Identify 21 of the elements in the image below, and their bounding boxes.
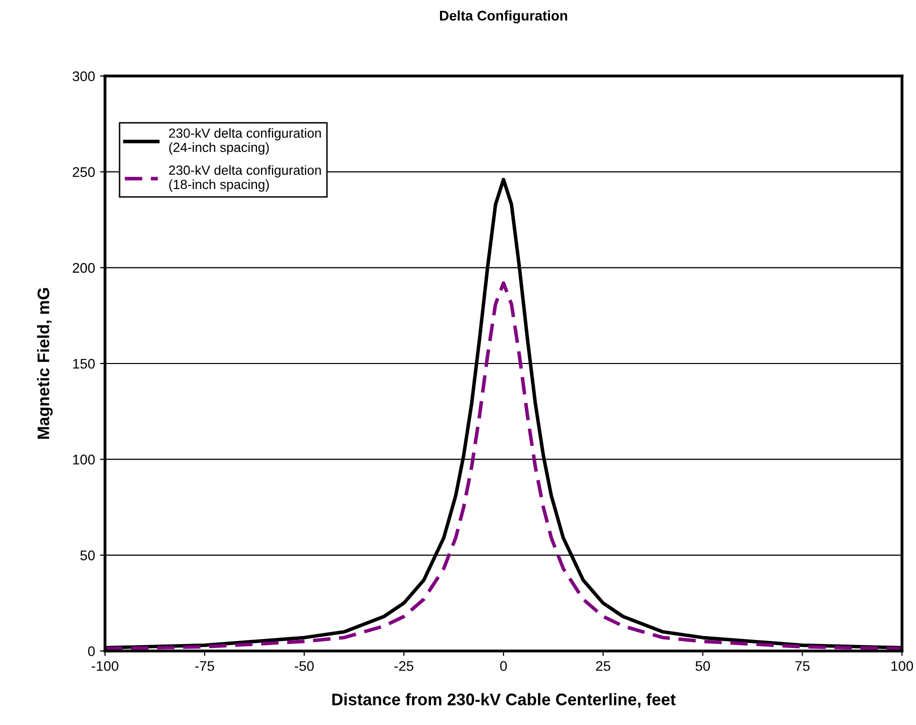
x-axis-title: Distance from 230-kV Cable Centerline, feet <box>332 693 676 708</box>
x-tick-label: 25 <box>596 661 610 671</box>
y-tick-label: 50 <box>80 550 95 560</box>
chart-title: Delta Configuration <box>440 10 568 24</box>
legend-label: 230-kV delta configuration (18-inch spacing) <box>169 165 321 192</box>
y-tick-label: 0 <box>88 646 95 656</box>
x-tick-label: -100 <box>92 661 118 671</box>
legend-label: 230-kV delta configuration (24-inch spacing) <box>169 128 321 155</box>
y-axis-title: Magnetic Field, mG <box>37 288 53 439</box>
x-tick-label: 0 <box>500 661 507 671</box>
y-tick-label: 150 <box>73 358 95 369</box>
x-tick-label: 50 <box>696 661 710 671</box>
y-tick-label: 300 <box>72 71 95 82</box>
x-tick-label: -75 <box>195 661 214 671</box>
y-tick-label: 250 <box>72 167 95 178</box>
y-tick-label: 100 <box>73 454 95 465</box>
x-tick-label: -50 <box>294 661 314 671</box>
x-tick-label: 100 <box>891 661 914 671</box>
y-tick-label: 200 <box>72 263 95 273</box>
x-tick-label: -25 <box>394 661 414 671</box>
x-tick-label: 75 <box>795 661 810 671</box>
